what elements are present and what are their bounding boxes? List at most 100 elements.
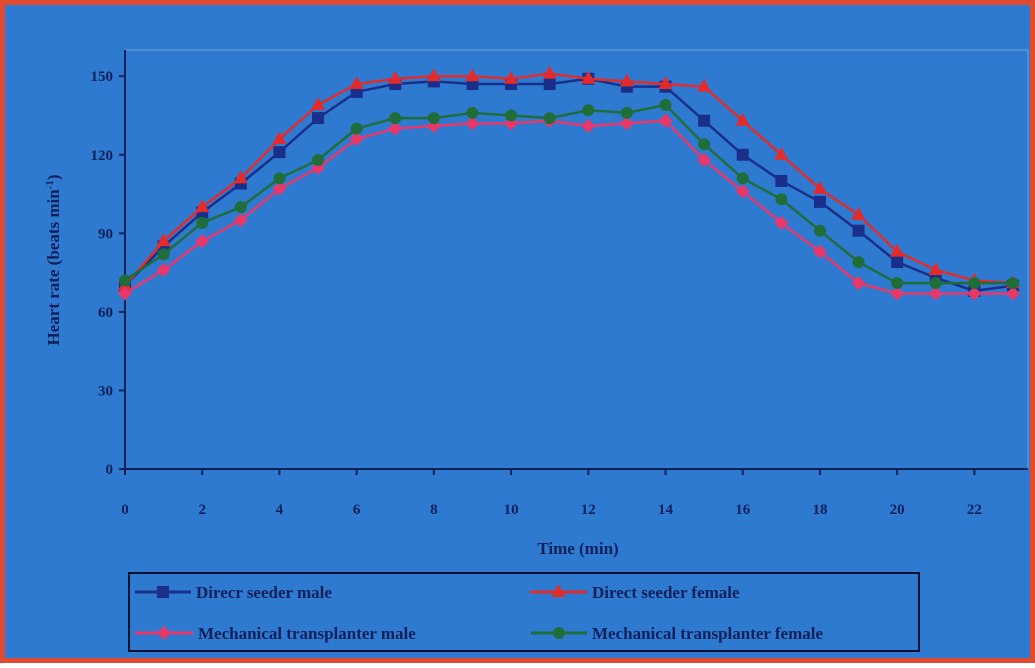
series-line [124,77,1014,293]
x-tick-label: 12 [581,502,596,518]
data-point [312,153,325,166]
x-tick-label: 16 [735,502,751,518]
data-point [736,172,749,185]
data-point [928,261,943,275]
y-axis-ticks: 0 30 60 90 120 150 [91,69,125,478]
y-tick-label: 90 [98,226,113,242]
data-point [697,152,712,167]
data-point [813,224,826,237]
x-tick-label: 10 [504,502,519,518]
data-point [465,68,480,82]
data-point [891,277,904,290]
legend: Direcr seeder male Direct seeder female … [128,572,920,652]
data-point [891,256,904,269]
data-point [890,243,905,257]
x-tick-label: 22 [967,502,982,518]
x-tick-label: 2 [198,502,206,518]
data-point [582,104,595,117]
series-1 [118,65,1020,291]
data-point [195,199,210,213]
data-point [312,112,325,125]
data-point [542,65,557,79]
data-point [156,262,171,277]
data-point [195,234,210,249]
data-point [735,112,750,126]
data-point [272,181,287,196]
legend-label-direcr-seeder-male: Direcr seeder male [196,583,332,602]
x-tick-label: 8 [430,502,438,518]
legend-marker-3 [553,627,565,639]
x-tick-label: 6 [353,502,361,518]
data-point [311,96,326,110]
y-tick-label: 150 [91,69,114,85]
x-axis-title: Time (min) [537,539,618,558]
data-point [620,106,633,119]
data-point [698,138,711,151]
data-point [273,146,286,159]
data-point [156,233,171,247]
legend-markers [135,584,587,640]
data-point [505,109,518,122]
y-axis-title: Heart rate (beats min-1) [44,174,63,345]
data-point [389,112,402,125]
data-point [350,122,363,135]
y-axis-title-close: ) [44,174,63,180]
data-point [272,131,287,145]
y-axis-title-sup: -1 [44,180,56,189]
data-point [543,78,556,91]
data-point [581,118,596,133]
data-point [659,98,672,111]
legend-label-mechanical-transplanter-male: Mechanical transplanter male [198,624,416,643]
data-point [349,76,364,90]
data-point [967,286,982,301]
data-point [388,121,403,136]
x-axis-ticks: 0 2 4 6 8 10 12 14 16 18 20 22 [121,469,982,518]
legend-label-direct-seeder-female: Direct seeder female [592,583,740,602]
data-point [813,195,826,208]
data-point [658,76,673,90]
data-point [928,286,943,301]
data-point [852,256,865,269]
series-line [124,72,1014,287]
x-tick-label: 20 [890,502,905,518]
data-point [234,201,247,214]
series-line [124,119,1013,295]
data-point [774,215,789,230]
legend-marker-1 [551,584,566,597]
data-point [619,73,634,87]
series-3 [119,98,1019,290]
data-point [812,244,827,259]
legend-label-mechanical-transplanter-female: Mechanical transplanter female [592,624,823,643]
data-point [543,112,556,125]
data-point [388,70,403,84]
data-point [775,174,788,187]
data-point [851,276,866,291]
data-point [774,146,789,160]
series-2 [118,113,1020,301]
data-point [233,170,248,184]
data-point [851,206,866,220]
x-tick-label: 4 [276,502,284,518]
heart-rate-chart: 0 30 60 90 120 150 0 2 4 6 8 10 12 14 16 18 20 22 Time (… [44,49,1029,652]
data-point [619,116,634,131]
data-point [929,277,942,290]
data-point [157,248,170,261]
x-tick-label: 14 [658,502,674,518]
data-point [968,277,981,290]
data-point [119,274,131,287]
data-point [735,184,750,199]
data-point [196,216,209,229]
data-point [466,106,479,119]
legend-marker-2 [157,626,171,640]
data-point [698,114,711,127]
legend-marker-0 [157,586,169,598]
data-point [505,78,518,91]
data-point [852,224,865,237]
data-point [736,148,749,161]
x-tick-label: 18 [812,502,827,518]
series-layer [118,65,1020,301]
data-point [426,68,441,82]
legend-box [128,572,920,652]
y-tick-label: 30 [98,383,113,399]
data-point [118,286,132,301]
